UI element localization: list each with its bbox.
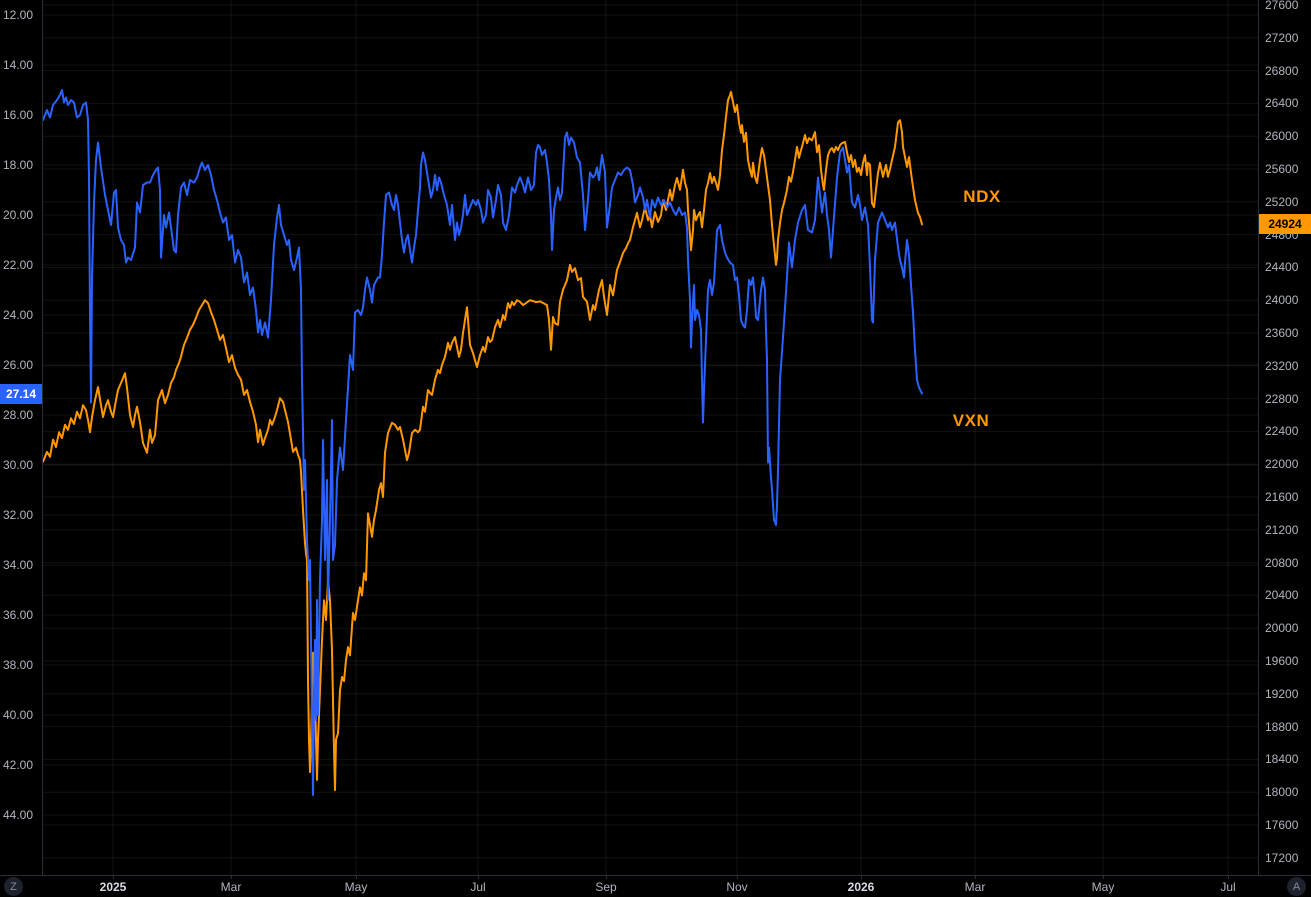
left-axis-tick: 20.00 — [3, 208, 34, 222]
series-line-vxn[interactable] — [42, 89, 923, 796]
right-axis-tick: 25600 — [1265, 162, 1299, 176]
time-axis[interactable]: 2025 Mar May Jul Sep Nov 2026 Mar May Jul — [0, 875, 1311, 897]
time-axis-tickmark — [737, 875, 738, 879]
right-axis-tick: 25200 — [1265, 194, 1299, 209]
right-axis-tick: 24400 — [1265, 260, 1299, 275]
time-axis-tick: 2025 — [99, 880, 127, 894]
series-line-ndx[interactable] — [42, 90, 923, 792]
left-axis-tick: 44.00 — [3, 808, 34, 822]
time-axis-tickmark — [975, 875, 976, 879]
left-price-axis[interactable]: 12.00 14.00 16.00 18.00 20.00 22.00 24.00 26.00… — [0, 0, 43, 875]
right-axis-tick: 26000 — [1265, 129, 1299, 144]
right-axis-tick: 27600 — [1265, 0, 1299, 12]
right-axis-tick: 20000 — [1265, 621, 1299, 636]
left-axis-tick: 36.00 — [3, 608, 34, 622]
time-axis-tickmark — [356, 875, 357, 879]
time-axis-tick: 2026 — [847, 880, 875, 894]
auto-scale-button[interactable]: A — [1287, 877, 1306, 896]
right-axis-tick: 26800 — [1265, 63, 1299, 78]
left-axis-tick: 26.00 — [3, 358, 34, 372]
right-axis-tick: 26400 — [1265, 96, 1299, 111]
left-axis-tick: 28.00 — [3, 408, 34, 422]
right-axis-tick: 23600 — [1265, 326, 1299, 340]
plot-area[interactable] — [0, 0, 1311, 875]
time-axis-tickmark — [1228, 875, 1229, 879]
right-axis-tick: 27200 — [1265, 30, 1299, 45]
ndx-last-price-label: 24924 — [1259, 214, 1311, 235]
left-axis-tick: 30.00 — [3, 458, 34, 472]
time-axis-tickmark — [861, 875, 862, 879]
left-axis-tick: 16.00 — [3, 108, 34, 122]
left-axis-tick: 40.00 — [3, 708, 34, 722]
time-axis-tick: Mar — [220, 880, 242, 894]
right-axis-tick: 22000 — [1265, 457, 1299, 472]
left-axis-tick: 22.00 — [3, 258, 34, 272]
time-axis-tickmark — [113, 875, 114, 879]
time-axis-tick: Sep — [595, 880, 617, 894]
left-axis-tick: 24.00 — [3, 308, 34, 322]
time-axis-tick: May — [344, 880, 368, 894]
right-axis-tick: 19200 — [1265, 686, 1299, 701]
left-axis-tick: 18.00 — [3, 158, 34, 172]
left-axis-tick: 32.00 — [3, 508, 34, 522]
time-axis-tick: Mar — [964, 880, 986, 894]
right-axis-tick: 20800 — [1265, 555, 1299, 570]
right-axis-tick: 18400 — [1265, 752, 1299, 767]
time-axis-tickmark — [231, 875, 232, 879]
left-axis-tick: 42.00 — [3, 758, 34, 772]
right-axis-tick: 21600 — [1265, 490, 1299, 504]
right-axis-tick: 23200 — [1265, 358, 1299, 373]
right-axis-tick: 24000 — [1265, 293, 1299, 308]
vxn-series-label: VXN — [952, 411, 990, 430]
time-axis-tick: Jul — [470, 880, 486, 894]
right-axis-tick: 18800 — [1265, 719, 1299, 734]
left-axis-tick: 34.00 — [3, 558, 34, 572]
right-axis-tick: 17200 — [1265, 850, 1299, 865]
time-axis-tickmark — [478, 875, 479, 879]
time-axis-tick: Jul — [1220, 880, 1236, 894]
left-axis-tick: 14.00 — [3, 58, 34, 72]
right-axis-tick: 18000 — [1265, 785, 1299, 800]
time-axis-tickmark — [1103, 875, 1104, 879]
left-axis-tick: 12.00 — [3, 8, 34, 22]
timezone-button[interactable]: Z — [4, 877, 23, 896]
right-axis-tick: 21200 — [1265, 522, 1299, 537]
left-axis-tick: 38.00 — [3, 658, 34, 672]
right-axis-tick: 22800 — [1265, 391, 1299, 406]
vxn-last-price-label: 27.14 — [0, 383, 42, 404]
time-axis-tick: Nov — [726, 880, 748, 894]
right-price-axis[interactable]: 27600 27200 26800 26400 26000 25600 25200 24800… — [1258, 0, 1311, 875]
ndx-series-label: NDX — [963, 187, 1001, 206]
right-axis-tick: 22400 — [1265, 424, 1299, 439]
time-axis-tickmark — [606, 875, 607, 879]
right-axis-tick: 20400 — [1265, 588, 1299, 603]
right-axis-tick: 17600 — [1265, 818, 1299, 832]
time-axis-tick: May — [1091, 880, 1115, 894]
right-axis-tick: 19600 — [1265, 654, 1299, 668]
